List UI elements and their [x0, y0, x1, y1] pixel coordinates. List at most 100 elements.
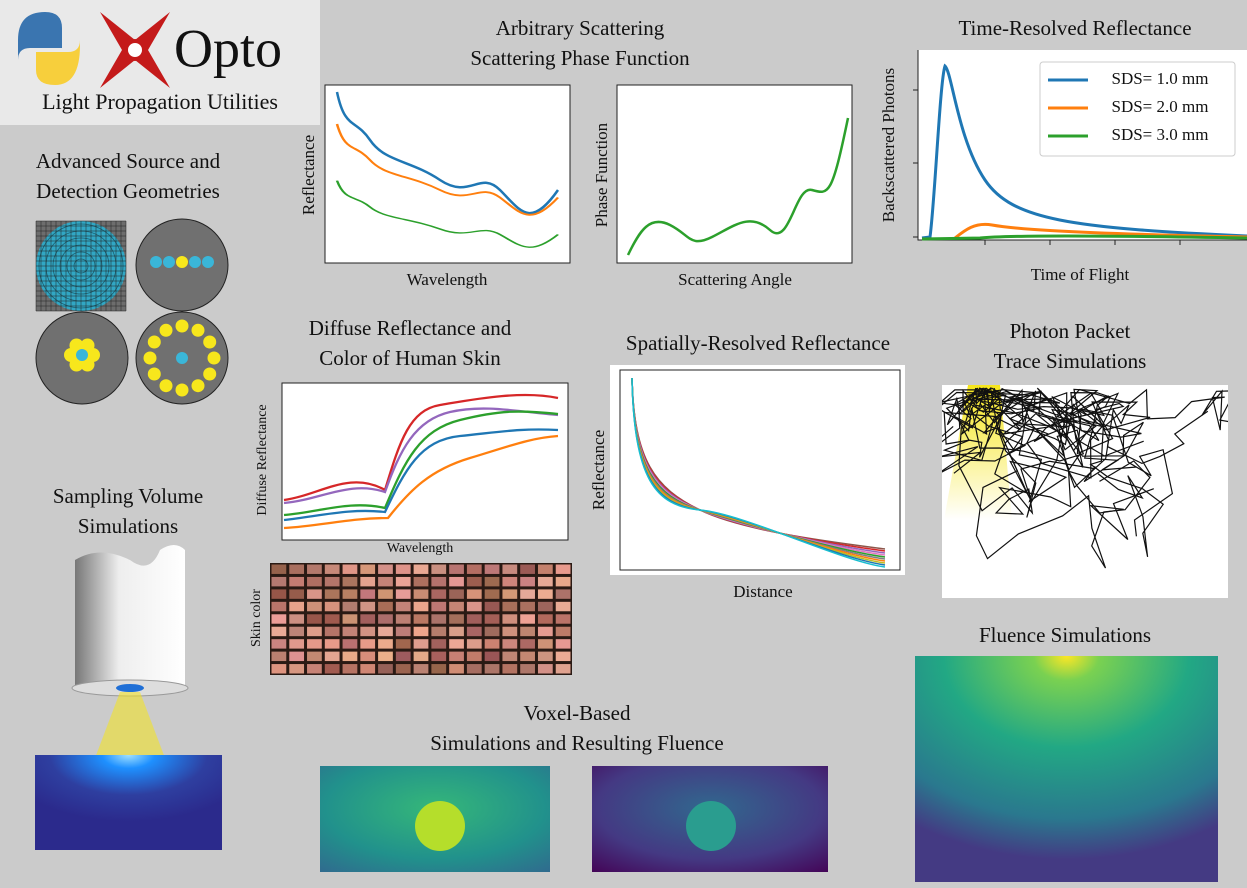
skin-panel-shape-shape: [431, 664, 446, 673]
skin-panel-shape-shape: [396, 652, 411, 661]
skin-panel-shape-shape: [307, 602, 322, 611]
geometries-panel: Advanced Source and Detection Geometries: [36, 149, 228, 404]
skin-panel-shape-shape: [449, 627, 464, 636]
skin-panel-shape-shape: [449, 565, 464, 574]
skin-panel-shape-shape: [360, 589, 375, 598]
skin-panel-shape-shape: [325, 577, 340, 586]
skin-panel-shape-shape: [325, 652, 340, 661]
skin-panel-shape-shape: [360, 652, 375, 661]
skin-panel-shape-shape: [360, 577, 375, 586]
skin-panel-shape-shape: [449, 614, 464, 623]
skin-panel-shape-shape: [502, 639, 517, 648]
x-label: Scattering Angle: [678, 270, 792, 289]
skin-panel-shape-shape: [325, 664, 340, 673]
y-label: Reflectance: [299, 135, 318, 215]
skin-panel-shape-shape: [307, 639, 322, 648]
scattering-panel-shape: [617, 85, 852, 263]
skin-panel-shape-shape: [502, 602, 517, 611]
geometries-panel-shape: [163, 256, 175, 268]
skin-panel-shape-shape: [396, 614, 411, 623]
skin-panel-shape-shape: [325, 627, 340, 636]
skin-panel-shape-shape: [520, 602, 535, 611]
skin-panel-shape-shape: [431, 577, 446, 586]
geometries-panel-shape-shape: [192, 379, 205, 392]
skin-panel-shape-shape: [289, 614, 304, 623]
skin-panel-shape-shape: [520, 614, 535, 623]
skin-panel-shape-shape: [485, 627, 500, 636]
skin-panel-shape-shape: [485, 602, 500, 611]
skin-panel-shape-shape: [378, 614, 393, 623]
skin-panel-shape-shape: [272, 565, 287, 574]
skin-panel-shape-shape: [502, 565, 517, 574]
geometries-panel-shape: [150, 256, 162, 268]
skin-panel-shape-shape: [414, 589, 429, 598]
skin-panel-shape-shape: [485, 652, 500, 661]
skin-panel-shape-shape: [449, 602, 464, 611]
skin-panel-shape-shape: [272, 602, 287, 611]
figure: Opto Light Propagation Utilities Arbitra…: [0, 0, 1247, 888]
skin-panel-shape-shape: [502, 627, 517, 636]
skin-panel-shape-shape: [467, 577, 482, 586]
skin-panel-shape-shape: [520, 664, 535, 673]
geometries-panel-shape: [176, 256, 188, 268]
skin-panel-shape-shape: [343, 589, 358, 598]
skin-panel-shape-shape: [449, 639, 464, 648]
legend-label: SDS= 1.0 mm: [1112, 69, 1209, 88]
skin-panel-shape-shape: [378, 602, 393, 611]
skin-panel-shape-shape: [431, 602, 446, 611]
skin-panel-shape-shape: [467, 565, 482, 574]
skin-panel-shape-shape: [272, 614, 287, 623]
panel-title: Voxel-Based: [524, 701, 631, 725]
skin-panel-shape-shape: [343, 652, 358, 661]
skin-panel-shape-shape: [414, 602, 429, 611]
logo-name: Opto: [174, 18, 282, 78]
skin-panel-shape-shape: [485, 565, 500, 574]
skin-panel-shape-shape: [360, 602, 375, 611]
skin-panel-shape-shape: [556, 664, 571, 673]
skin-panel-shape-shape: [360, 664, 375, 673]
fluence-panel-shape: [915, 656, 1218, 882]
skin-panel-shape-shape: [325, 614, 340, 623]
skin-panel-shape-shape: [289, 639, 304, 648]
geometries-panel-shape-shape: [148, 336, 161, 349]
geometries-panel-shape: [189, 256, 201, 268]
y-label: Phase Function: [592, 122, 611, 227]
skin-panel-shape-shape: [272, 664, 287, 673]
skin-panel-shape-shape: [343, 664, 358, 673]
skin-panel-shape-shape: [502, 664, 517, 673]
panel-title: Photon Packet: [1010, 319, 1131, 343]
skin-panel-shape-shape: [520, 627, 535, 636]
skin-panel-shape-shape: [431, 639, 446, 648]
skin-panel-shape-shape: [289, 664, 304, 673]
skin-panel-shape-shape: [343, 577, 358, 586]
skin-panel-shape-shape: [414, 627, 429, 636]
skin-panel-shape-shape: [307, 577, 322, 586]
skin-panel-shape-shape: [414, 652, 429, 661]
skin-panel-shape-shape: [396, 627, 411, 636]
skin-panel-shape-shape: [467, 589, 482, 598]
skin-panel-shape-shape: [343, 602, 358, 611]
skin-panel-shape-shape: [307, 627, 322, 636]
skin-panel-shape-shape: [289, 565, 304, 574]
skin-panel-shape-shape: [520, 589, 535, 598]
scattering-panel-shape: [325, 85, 570, 263]
skin-panel-shape-shape: [396, 589, 411, 598]
panel-title: Diffuse Reflectance and: [309, 316, 512, 340]
sampling-panel: Sampling Volume Simulations: [35, 484, 222, 850]
skin-panel-shape-shape: [289, 627, 304, 636]
panel-title: Simulations: [78, 514, 178, 538]
geometries-panel-shape-shape: [208, 352, 221, 365]
geometries-panel-shape-shape: [160, 379, 173, 392]
logo-shape: [126, 41, 144, 59]
skin-panel-shape-shape: [556, 639, 571, 648]
skin-panel-shape-shape: [289, 652, 304, 661]
skin-panel-shape-shape: [414, 577, 429, 586]
sampling-panel-shape: [35, 755, 222, 850]
skin-panel-shape-shape: [556, 577, 571, 586]
skin-panel-shape-shape: [485, 589, 500, 598]
panel-title: Trace Simulations: [994, 349, 1147, 373]
skin-panel-shape-shape: [360, 614, 375, 623]
skin-panel-shape-shape: [272, 652, 287, 661]
voxel-panel-shape: [415, 801, 465, 851]
sampling-panel-shape: [75, 545, 185, 685]
